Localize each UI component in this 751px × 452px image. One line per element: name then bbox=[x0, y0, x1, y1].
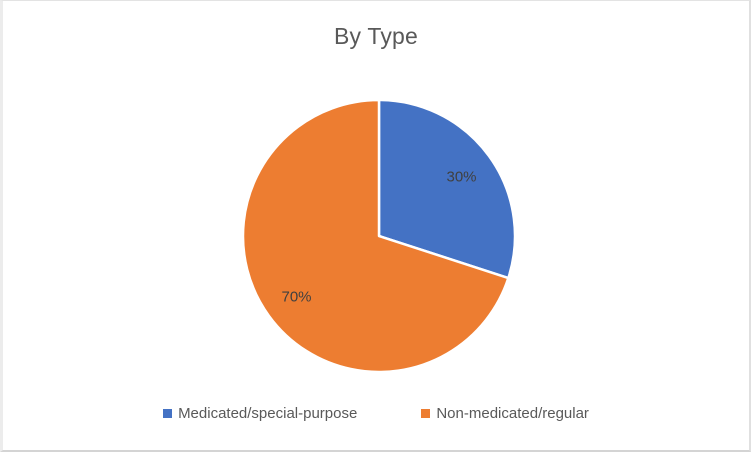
legend-swatch-nonmedicated-icon bbox=[421, 409, 431, 418]
chart-title[interactable]: By Type bbox=[333, 23, 419, 49]
pie-data-label-0: 30% bbox=[446, 168, 476, 185]
pie-slices bbox=[241, 98, 517, 374]
pie-chart[interactable]: 30% 70% bbox=[229, 86, 529, 386]
pie-data-labels: 30% 70% bbox=[281, 168, 476, 305]
legend-swatch-medicated-icon bbox=[163, 409, 173, 418]
legend-item-nonmedicated[interactable]: Non-medicated/regular bbox=[421, 405, 589, 422]
legend-label-medicated: Medicated/special-purpose bbox=[178, 405, 358, 422]
pie-slice-0[interactable] bbox=[377, 98, 517, 280]
legend-label-nonmedicated: Non-medicated/regular bbox=[436, 405, 589, 422]
legend: Medicated/special-purpose Non-medicated/… bbox=[3, 405, 749, 422]
pie-slice-1[interactable] bbox=[241, 98, 510, 374]
pie-data-label-1: 70% bbox=[281, 288, 311, 305]
legend-item-medicated[interactable]: Medicated/special-purpose bbox=[163, 405, 357, 422]
